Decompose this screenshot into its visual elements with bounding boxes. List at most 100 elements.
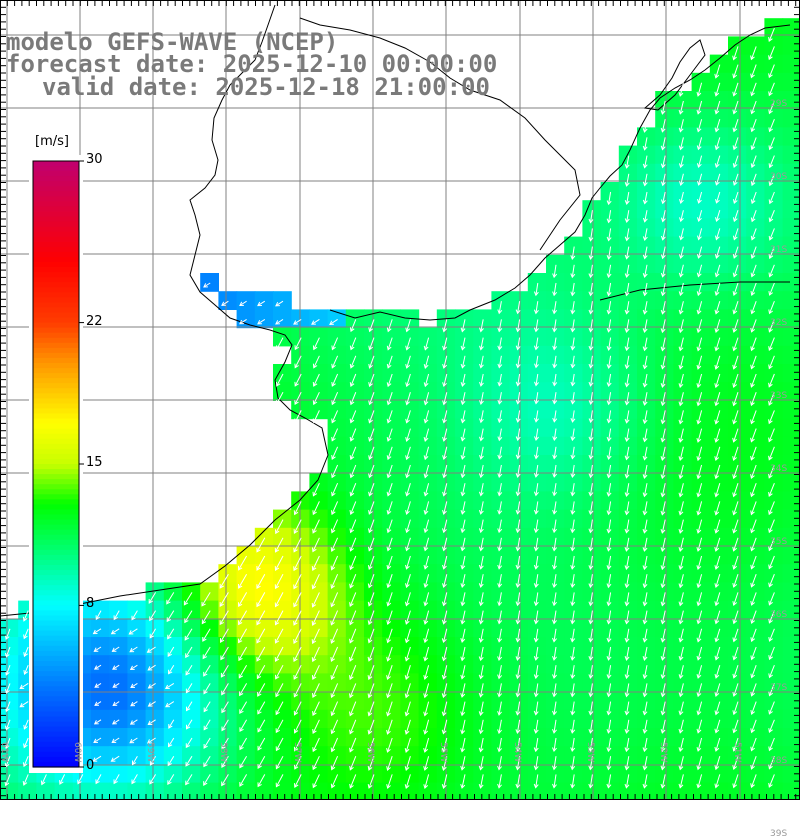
wind-speed-cell — [600, 673, 620, 693]
wind-speed-cell — [109, 746, 128, 765]
colorbar-segment — [33, 696, 79, 702]
wind-arrow — [732, 574, 739, 588]
wind-arrow — [147, 701, 156, 707]
wind-arrow — [479, 392, 484, 405]
wind-arrow — [533, 574, 539, 588]
wind-speed-cell — [600, 345, 620, 365]
wind-speed-cell — [473, 764, 492, 784]
wind-arrow — [497, 464, 503, 479]
colorbar-segment — [33, 433, 79, 440]
wind-arrow — [696, 355, 703, 370]
wind-arrow — [732, 282, 739, 297]
wind-arrow — [349, 701, 357, 717]
wind-arrow — [460, 737, 466, 753]
wind-arrow — [404, 701, 411, 717]
wind-arrow — [423, 355, 430, 369]
wind-arrow — [768, 428, 775, 443]
wind-arrow — [423, 337, 430, 351]
wind-speed-cell — [455, 491, 474, 511]
colorbar-segment — [33, 559, 79, 566]
latitude-label: 38S — [770, 756, 788, 766]
wind-arrow — [588, 628, 594, 643]
wind-speed-cell — [746, 254, 765, 274]
wind-speed-cell — [782, 54, 800, 74]
wind-speed-cell — [655, 728, 674, 747]
wind-speed-cell — [582, 491, 602, 511]
wind-speed-cell — [618, 546, 638, 565]
wind-speed-cell — [527, 691, 547, 711]
wind-arrow — [642, 155, 648, 169]
wind-arrow — [642, 574, 648, 589]
wind-arrow — [478, 719, 484, 735]
wind-arrow — [497, 737, 502, 753]
lagoa-dos-patos — [643, 39, 706, 111]
colorbar-segment — [33, 716, 79, 723]
wind-speed-cell — [0, 764, 19, 784]
wind-arrow — [330, 537, 339, 552]
wind-speed-cell — [163, 618, 183, 638]
wind-arrow — [330, 573, 339, 589]
wind-speed-cell — [145, 691, 165, 711]
wind-arrow — [768, 228, 775, 241]
wind-arrow — [552, 501, 558, 515]
colorbar-segment — [33, 575, 79, 581]
wind-speed-cell — [655, 109, 674, 128]
wind-arrow — [750, 464, 757, 480]
wind-speed-cell — [764, 673, 784, 693]
wind-arrow — [168, 719, 175, 729]
wind-speed-cell — [418, 746, 438, 765]
wind-speed-cell — [527, 473, 547, 492]
wind-speed-cell — [764, 182, 784, 201]
wind-speed-cell — [618, 236, 638, 256]
wind-arrow — [624, 665, 630, 680]
wind-arrow — [442, 428, 448, 442]
wind-arrow — [460, 555, 466, 570]
wind-speed-cell — [691, 327, 711, 347]
wind-speed-cell — [345, 564, 365, 583]
wind-arrow — [697, 191, 703, 204]
wind-speed-cell — [382, 364, 401, 383]
wind-arrow — [570, 337, 576, 351]
wind-arrow — [750, 282, 757, 297]
wind-speed-cell — [455, 637, 474, 656]
wind-arrow — [552, 301, 558, 315]
wind-arrow — [330, 592, 339, 608]
wind-arrow — [768, 173, 775, 187]
wind-arrow — [624, 355, 630, 370]
wind-speed-cell — [600, 236, 620, 256]
wind-speed-cell — [254, 291, 274, 310]
colorbar-segment — [33, 236, 79, 243]
wind-speed-cell — [509, 782, 529, 800]
wind-speed-cell — [746, 455, 765, 474]
wind-speed-cell — [746, 91, 765, 110]
wind-arrow — [386, 483, 393, 497]
wind-speed-cell — [418, 509, 438, 529]
wind-arrow — [678, 501, 684, 516]
wind-arrow — [606, 737, 612, 753]
wind-arrow — [423, 501, 430, 515]
wind-speed-cell — [655, 527, 674, 547]
wind-arrow — [606, 501, 612, 516]
wind-speed-cell — [455, 527, 474, 547]
wind-arrow — [750, 501, 757, 516]
colorbar-segment — [33, 701, 79, 707]
wind-speed-cell — [782, 728, 800, 747]
wind-speed-cell — [418, 782, 438, 800]
wind-arrow — [642, 282, 648, 297]
wind-speed-cell — [382, 473, 401, 492]
wind-arrow — [714, 665, 721, 679]
wind-speed-cell — [345, 782, 365, 800]
wind-speed-cell — [145, 655, 165, 674]
wind-arrow — [768, 246, 775, 260]
wind-speed-cell — [746, 473, 765, 492]
wind-arrow — [552, 610, 557, 625]
colorbar-segment — [33, 464, 79, 470]
wind-speed-cell — [127, 673, 147, 693]
wind-speed-cell — [709, 218, 729, 238]
wind-speed-cell — [127, 746, 147, 765]
wind-speed-cell — [564, 364, 583, 383]
wind-speed-cell — [728, 163, 747, 183]
colorbar-segment — [33, 443, 79, 450]
wind-arrow — [368, 410, 375, 424]
wind-arrow — [588, 228, 594, 242]
